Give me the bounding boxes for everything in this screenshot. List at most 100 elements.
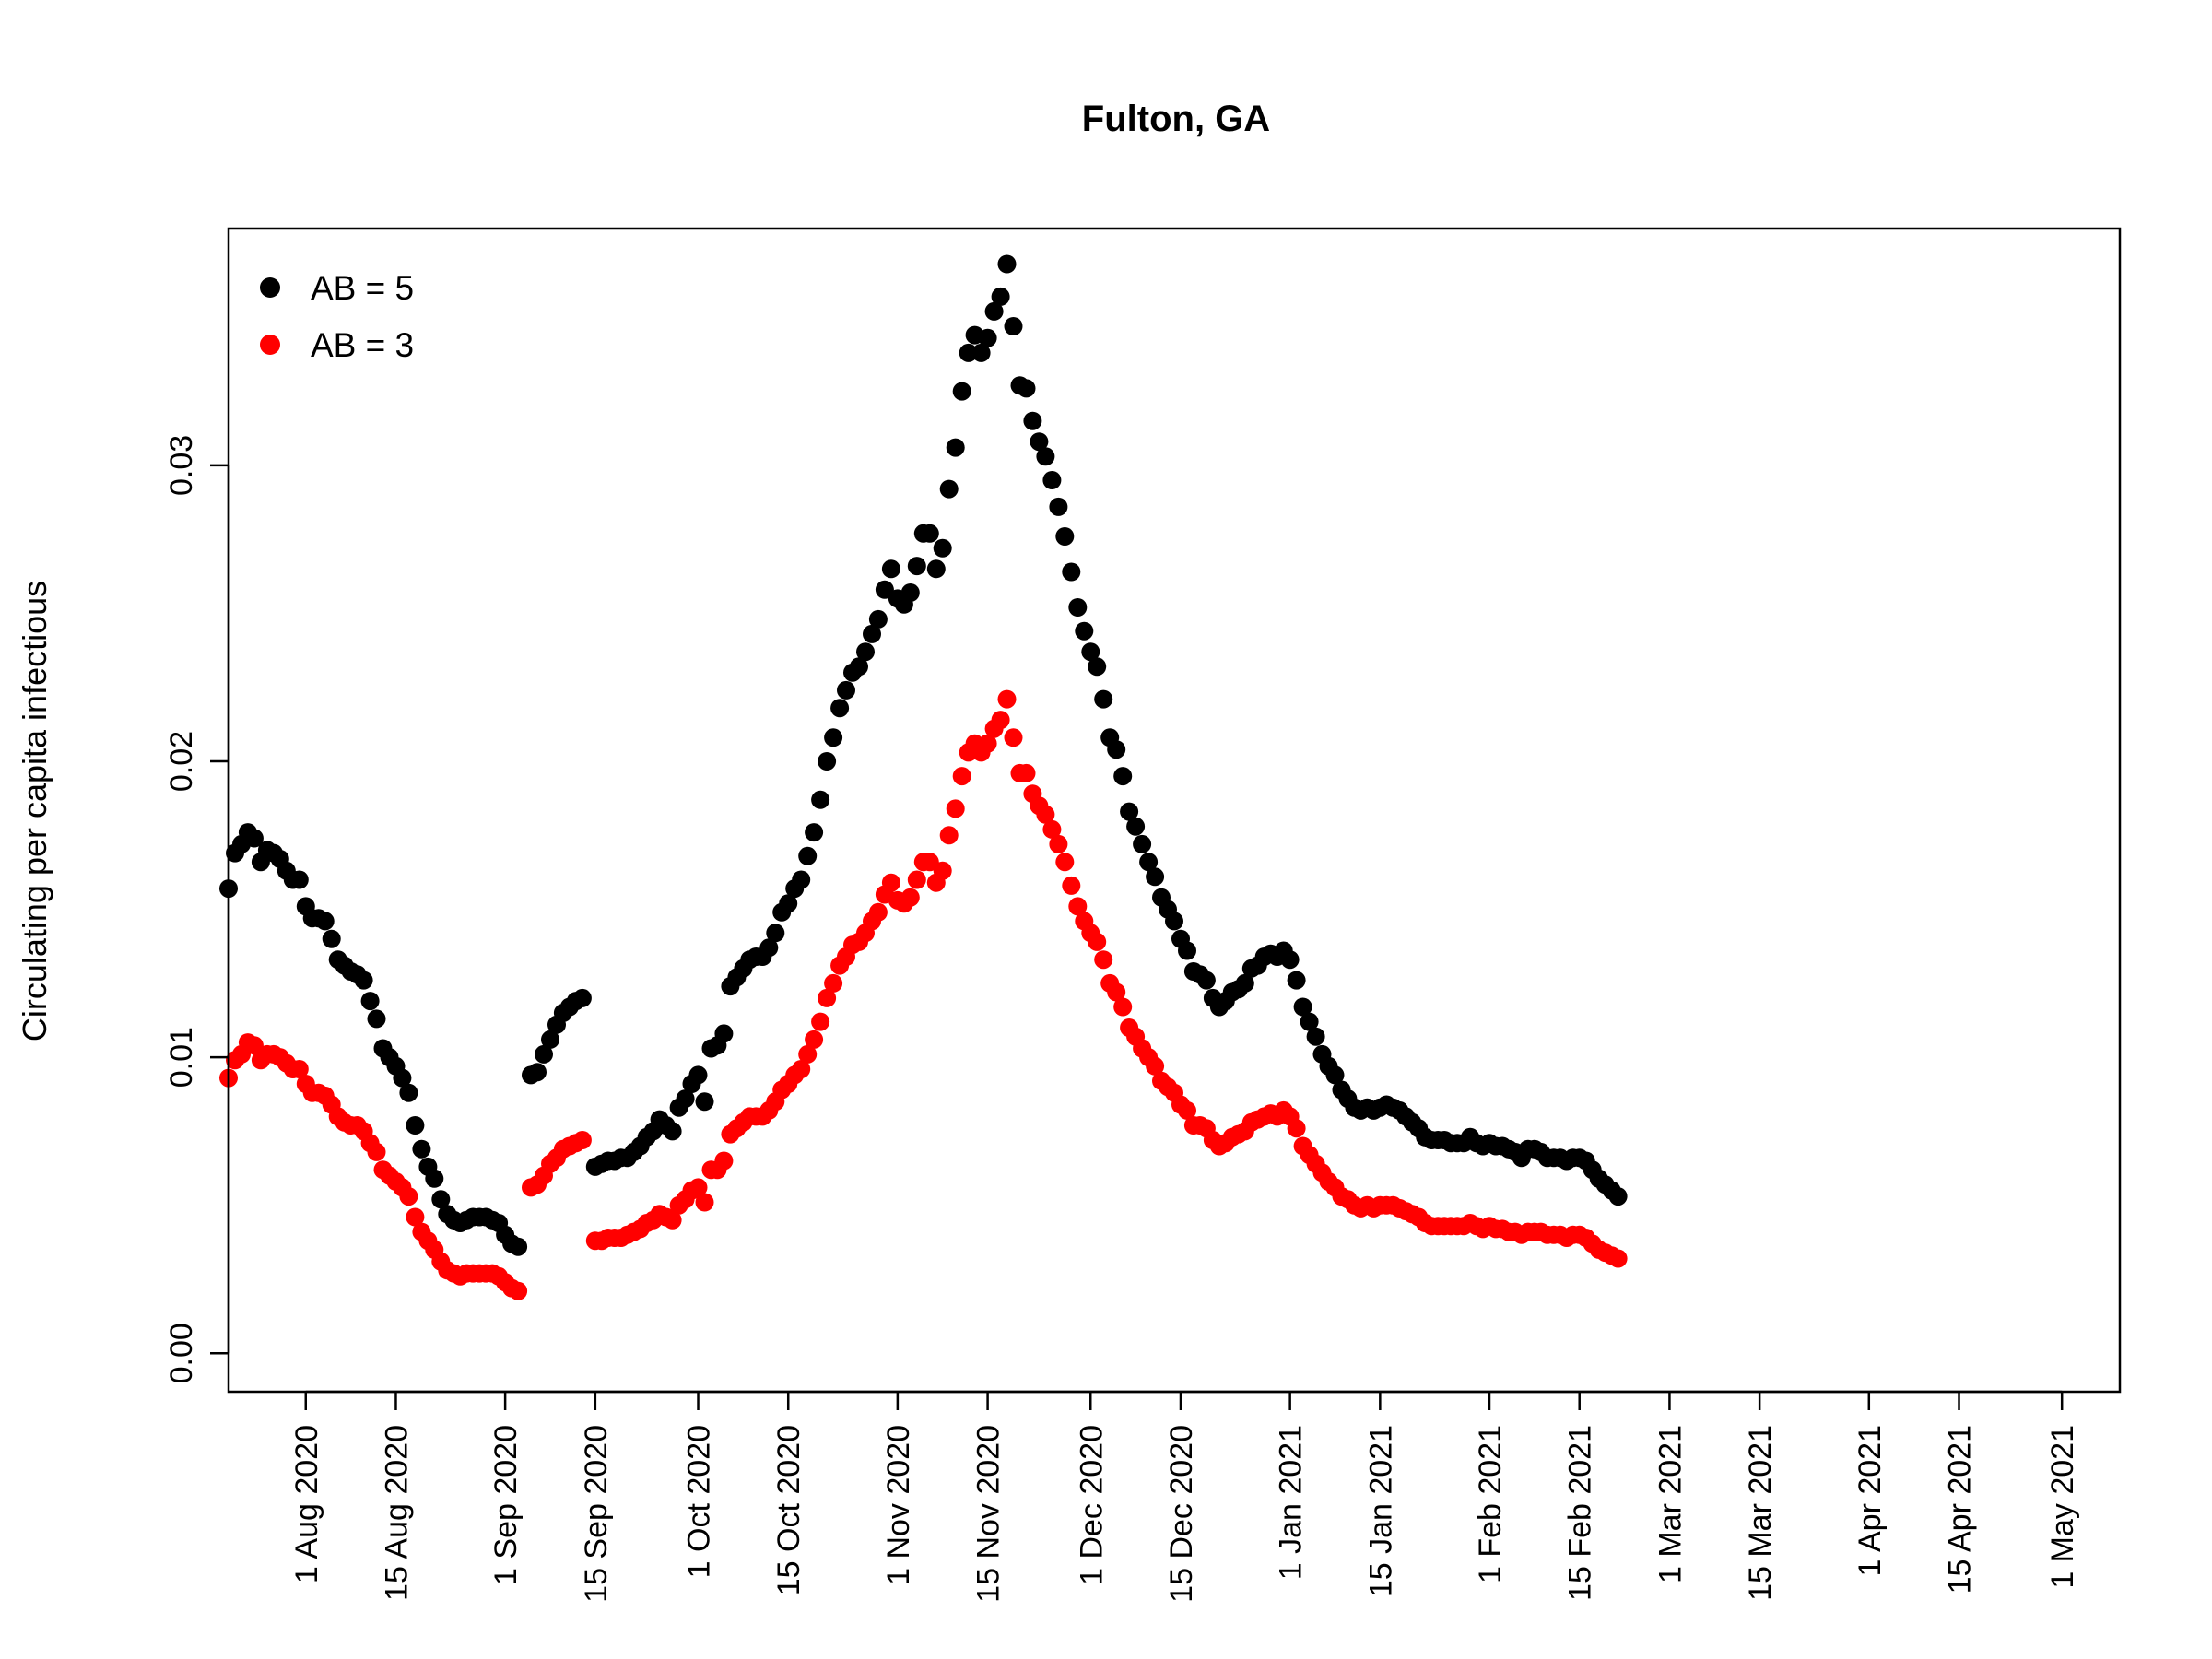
data-point [393, 1068, 412, 1088]
data-point [863, 624, 881, 643]
data-point [509, 1237, 528, 1256]
data-point [367, 1142, 386, 1161]
x-tick-label: 1 Dec 2020 [1074, 1425, 1109, 1585]
data-point [926, 559, 946, 579]
data-point [714, 1024, 734, 1043]
data-point [541, 1030, 559, 1049]
data-point [766, 924, 785, 943]
plot-frame [227, 227, 2122, 1394]
data-point [1088, 932, 1107, 951]
data-point [805, 823, 824, 842]
data-point [412, 1139, 431, 1159]
data-point [933, 861, 952, 880]
data-point [1133, 834, 1152, 853]
x-tick-label: 1 Sep 2020 [488, 1425, 524, 1585]
data-point [1235, 973, 1254, 993]
data-point [868, 902, 888, 922]
data-point [315, 912, 335, 931]
data-point [1042, 819, 1062, 839]
data-point [779, 894, 798, 913]
data-point [792, 870, 811, 889]
data-point [695, 1092, 714, 1112]
data-point [1017, 379, 1036, 398]
data-point [406, 1116, 425, 1135]
data-point [663, 1210, 682, 1230]
data-point [991, 711, 1010, 730]
data-point [688, 1065, 708, 1085]
data-point [1062, 876, 1081, 895]
data-point [663, 1122, 682, 1141]
y-tick-label: 0.02 [164, 731, 199, 792]
data-point [798, 1044, 818, 1064]
data-point [997, 254, 1017, 274]
data-point [818, 752, 837, 771]
x-tick-label: 1 Oct 2020 [682, 1425, 717, 1578]
x-tick-label: 15 Jan 2021 [1363, 1425, 1398, 1597]
data-point [1113, 767, 1133, 786]
axes: 0.00 0.01 0.02 0.03 1 Aug 2020 15 Aug 2020 1 S… [164, 227, 2122, 1603]
legend-marker [260, 335, 280, 355]
x-tick-label: 15 Oct 2020 [771, 1425, 806, 1595]
data-point [971, 343, 991, 362]
data-point [959, 343, 978, 362]
x-tick-label: 1 May 2021 [2045, 1425, 2080, 1589]
data-point [1042, 471, 1062, 489]
data-point [946, 438, 965, 457]
data-point [984, 301, 1004, 321]
data-point [1049, 497, 1068, 516]
data-point [1165, 912, 1183, 931]
data-point [881, 559, 900, 579]
data-point [1146, 867, 1165, 887]
data-point [406, 1207, 425, 1227]
data-point [837, 680, 855, 700]
data-point [1287, 1119, 1306, 1138]
data-point [1094, 689, 1113, 709]
data-point [244, 1036, 264, 1055]
data-point [1113, 997, 1133, 1017]
data-point [528, 1063, 547, 1082]
series-1 [219, 254, 1628, 1256]
data-point [1088, 657, 1107, 677]
data-point [978, 328, 997, 347]
data-point [1120, 802, 1139, 821]
data-point [572, 1131, 592, 1149]
data-point [244, 829, 264, 848]
data-point [1004, 317, 1023, 335]
data-point [1196, 971, 1216, 990]
data-point [850, 657, 868, 677]
data-point [759, 938, 779, 958]
data-point [509, 1281, 528, 1300]
data-point [824, 728, 843, 747]
data-point [1300, 1012, 1319, 1031]
data-point [1081, 642, 1100, 662]
legend-marker [260, 277, 280, 298]
data-point [824, 973, 843, 993]
legend: AB = 5 AB = 3 [260, 269, 414, 364]
data-point [714, 1151, 734, 1171]
x-tick-label: 15 Feb 2021 [1563, 1425, 1598, 1601]
data-point [322, 929, 341, 948]
data-point [1049, 834, 1068, 853]
data-point [1055, 527, 1075, 546]
data-point [1178, 941, 1196, 960]
legend-label: AB = 5 [311, 269, 414, 307]
data-point [399, 1187, 418, 1206]
data-point [1094, 950, 1113, 970]
data-point [1068, 598, 1088, 617]
data-point [830, 699, 850, 718]
x-tick-label: 15 Mar 2021 [1743, 1425, 1778, 1601]
plot-marks [219, 254, 1628, 1300]
data-point [1608, 1187, 1628, 1206]
legend-label: AB = 3 [311, 326, 414, 364]
data-point [856, 642, 875, 662]
x-tick-label: 1 Jan 2021 [1274, 1425, 1309, 1580]
data-point [572, 988, 592, 1007]
x-tick-label: 1 Aug 2020 [289, 1425, 324, 1583]
series-2 [219, 689, 1628, 1300]
data-point [360, 992, 380, 1011]
data-point [881, 873, 900, 892]
data-point [1287, 971, 1306, 990]
data-point [1068, 897, 1088, 916]
data-point [1146, 1056, 1165, 1076]
